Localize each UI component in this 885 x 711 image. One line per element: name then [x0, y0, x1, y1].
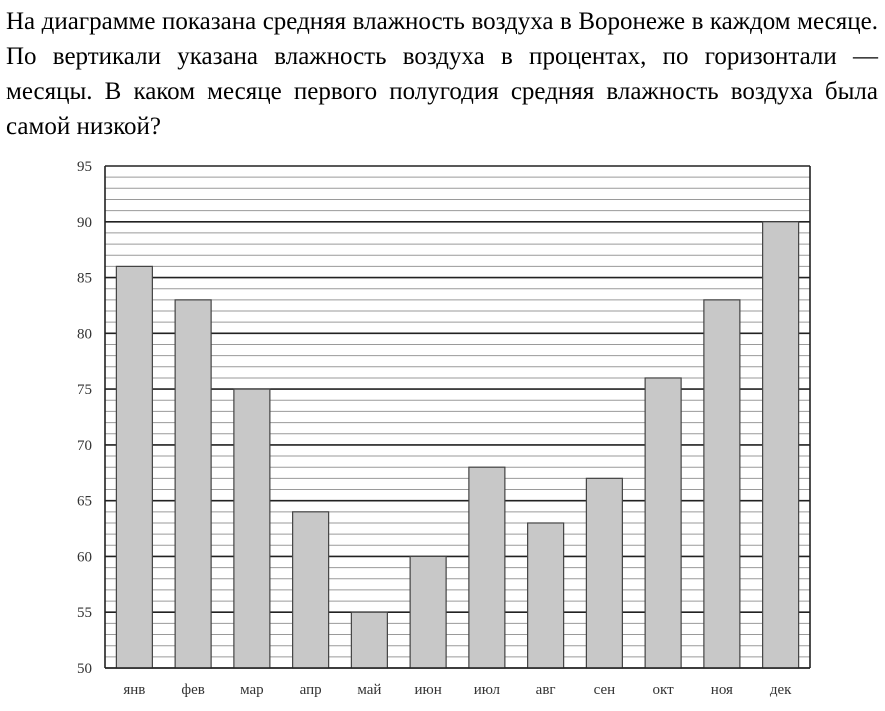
x-tick-label: ноя	[711, 682, 733, 698]
y-tick-label: 55	[77, 605, 92, 621]
x-tick-label: авг	[536, 682, 556, 698]
y-tick-label: 95	[77, 159, 92, 175]
x-tick-label: апр	[300, 682, 322, 698]
x-tick-label: дек	[770, 682, 792, 698]
x-tick-label: окт	[653, 682, 675, 698]
y-tick-label: 85	[77, 271, 92, 287]
bar-май	[350, 611, 388, 669]
bar-апр	[292, 511, 330, 669]
y-tick-label: 90	[77, 215, 92, 231]
y-tick-label: 60	[77, 549, 92, 565]
bar-авг	[527, 522, 565, 669]
y-tick-label: 50	[77, 661, 92, 677]
bar-мар	[233, 388, 271, 669]
bar-янв	[115, 265, 153, 669]
x-tick-label: янв	[123, 682, 145, 698]
bar-июл	[468, 466, 506, 669]
question-text: На диаграмме показана средняя влажность …	[6, 8, 878, 140]
bar-фев	[174, 299, 212, 669]
x-tick-label: фев	[181, 682, 204, 698]
y-tick-label: 80	[77, 326, 92, 342]
x-tick-label: мар	[240, 682, 264, 698]
chart-bars	[115, 221, 800, 669]
y-tick-label: 75	[77, 382, 92, 398]
x-tick-label: май	[357, 682, 381, 698]
bar-окт	[644, 377, 682, 669]
bar-июн	[409, 555, 447, 669]
x-tick-labels: янв фев мар апр май июн июл авг сен окт ноя дек	[123, 682, 792, 698]
chart-axes	[104, 166, 811, 669]
bar-ноя	[703, 299, 741, 669]
bar-сен	[585, 477, 623, 669]
chart-grid	[105, 165, 810, 669]
y-tick-labels: 50 55 60 65 70 75 80 85 90 95	[77, 159, 92, 677]
x-tick-label: июн	[414, 682, 441, 698]
y-tick-label: 70	[77, 438, 92, 454]
x-tick-label: сен	[594, 682, 616, 698]
y-tick-label: 65	[77, 494, 92, 510]
bar-дек	[762, 221, 800, 669]
x-tick-label: июл	[474, 682, 501, 698]
